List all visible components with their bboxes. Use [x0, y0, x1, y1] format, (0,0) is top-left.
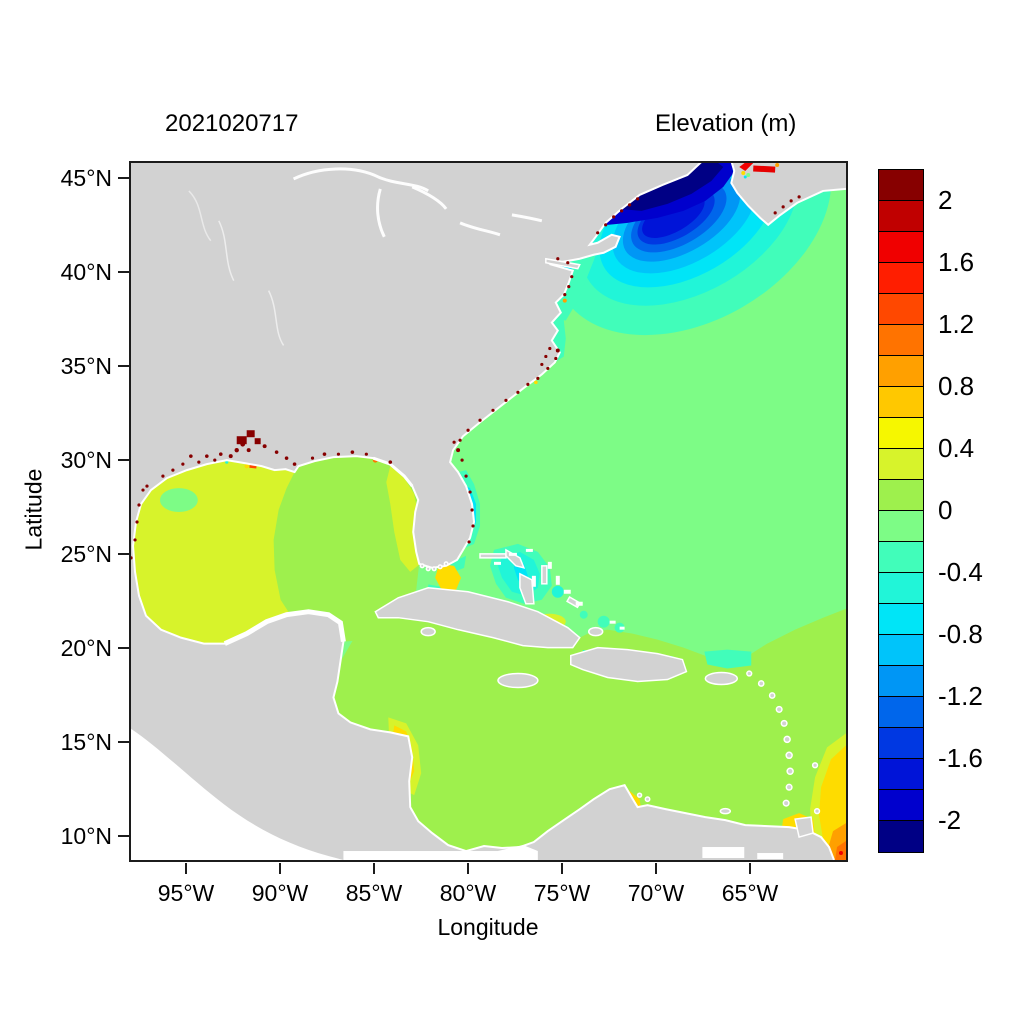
- x-tick-label: 80°W: [439, 880, 497, 906]
- x-tick-mark: [185, 863, 187, 874]
- x-tick-label: 95°W: [157, 880, 215, 906]
- y-tick-mark: [118, 647, 129, 649]
- y-tick-label: 35°N: [60, 353, 112, 379]
- hispaniola: [570, 646, 688, 683]
- y-tick-mark: [118, 741, 129, 743]
- y-tick-label: 30°N: [60, 447, 112, 473]
- colorbar-segment: [879, 387, 923, 418]
- y-tick-label: 10°N: [60, 823, 112, 849]
- eleuthera: [541, 565, 548, 585]
- trinidad: [794, 816, 814, 839]
- y-tick-label: 15°N: [60, 729, 112, 755]
- colorbar-segment: [879, 449, 923, 480]
- colorbar-segment: [879, 232, 923, 263]
- margarita: [719, 807, 732, 815]
- colorbar-segment: [879, 480, 923, 511]
- colorbar-segment: [879, 542, 923, 573]
- great-lakes-outlines: [188, 167, 543, 346]
- x-tick-mark: [467, 863, 469, 874]
- colorbar-tick-label: -1.2: [938, 681, 983, 711]
- islands: [374, 257, 821, 839]
- puerto-rico: [704, 671, 739, 686]
- colorbar-tick-label: -2: [938, 805, 962, 835]
- x-tick-mark: [561, 863, 563, 874]
- colorbar-tick-label: 0: [938, 495, 953, 525]
- y-tick-label: 25°N: [60, 541, 112, 567]
- coastline-fringe: [132, 163, 835, 860]
- colorbar-segment: [879, 418, 923, 449]
- coastal-speckles: [131, 195, 801, 560]
- colorbar-segment: [879, 790, 923, 821]
- x-tick-label: 85°W: [345, 880, 403, 906]
- colorbar-segment: [879, 697, 923, 728]
- colorbar-segment: [879, 573, 923, 604]
- x-tick-mark: [749, 863, 751, 874]
- great-inagua: [587, 626, 604, 637]
- colorbar-segment: [879, 325, 923, 356]
- colorbar-segment: [879, 604, 923, 635]
- northeast-red-streak: [739, 163, 780, 179]
- y-tick-mark: [118, 177, 129, 179]
- y-tick-mark: [118, 459, 129, 461]
- y-axis-title: Latitude: [20, 468, 47, 551]
- colorbar-segment: [879, 666, 923, 697]
- colorbar-segment: [879, 170, 923, 201]
- colorbar-segment: [879, 511, 923, 542]
- tobago: [813, 807, 821, 815]
- y-tick-mark: [118, 835, 129, 837]
- grand-bahama: [479, 553, 507, 559]
- colorbar: [878, 169, 924, 853]
- colorbar-tick-label: -0.4: [938, 557, 983, 587]
- x-tick-label: 75°W: [533, 880, 591, 906]
- bahamas-white-specks: [493, 548, 625, 630]
- x-axis-title: Longitude: [437, 914, 539, 940]
- colorbar-segment: [879, 635, 923, 666]
- colorbar-tick-label: 1.2: [938, 309, 975, 339]
- y-tick-label: 45°N: [60, 165, 112, 191]
- run-timestamp-title: 2021020717: [165, 110, 299, 137]
- x-tick-mark: [655, 863, 657, 874]
- colorbar-segment: [879, 728, 923, 759]
- colorbar-tick-label: -1.6: [938, 743, 983, 773]
- colorbar-tick-label: 0.4: [938, 433, 975, 463]
- x-tick-mark: [279, 863, 281, 874]
- y-tick-mark: [118, 553, 129, 555]
- colorbar-segment: [879, 356, 923, 387]
- colorbar-tick-label: 0.8: [938, 371, 975, 401]
- x-tick-label: 70°W: [627, 880, 685, 906]
- colorbar-tick-label: 2: [938, 185, 953, 215]
- y-tick-label: 20°N: [60, 635, 112, 661]
- colorbar-segment: [879, 759, 923, 790]
- colorbar-segment: [879, 201, 923, 232]
- x-tick-mark: [373, 863, 375, 874]
- map-plot-area: [129, 161, 848, 862]
- aruba: [636, 792, 643, 798]
- elevation-map-canvas: [131, 163, 846, 860]
- colorbar-title: Elevation (m): [655, 110, 797, 137]
- andros: [519, 572, 535, 605]
- colorbar-tick-label: 1.6: [938, 247, 975, 277]
- x-tick-label: 65°W: [721, 880, 779, 906]
- isle-of-youth: [420, 626, 436, 637]
- barbados: [811, 762, 819, 769]
- colorbar-segment: [879, 294, 923, 325]
- cuba: [374, 587, 581, 649]
- x-tick-label: 90°W: [251, 880, 309, 906]
- jamaica: [497, 672, 539, 689]
- colorbar-segment: [879, 263, 923, 294]
- out-of-domain-white: [131, 728, 344, 860]
- y-tick-label: 40°N: [60, 259, 112, 285]
- curacao: [644, 796, 651, 803]
- colorbar-segment: [879, 821, 923, 852]
- colorbar-tick-label: -0.8: [938, 619, 983, 649]
- y-tick-mark: [118, 365, 129, 367]
- y-tick-mark: [118, 271, 129, 273]
